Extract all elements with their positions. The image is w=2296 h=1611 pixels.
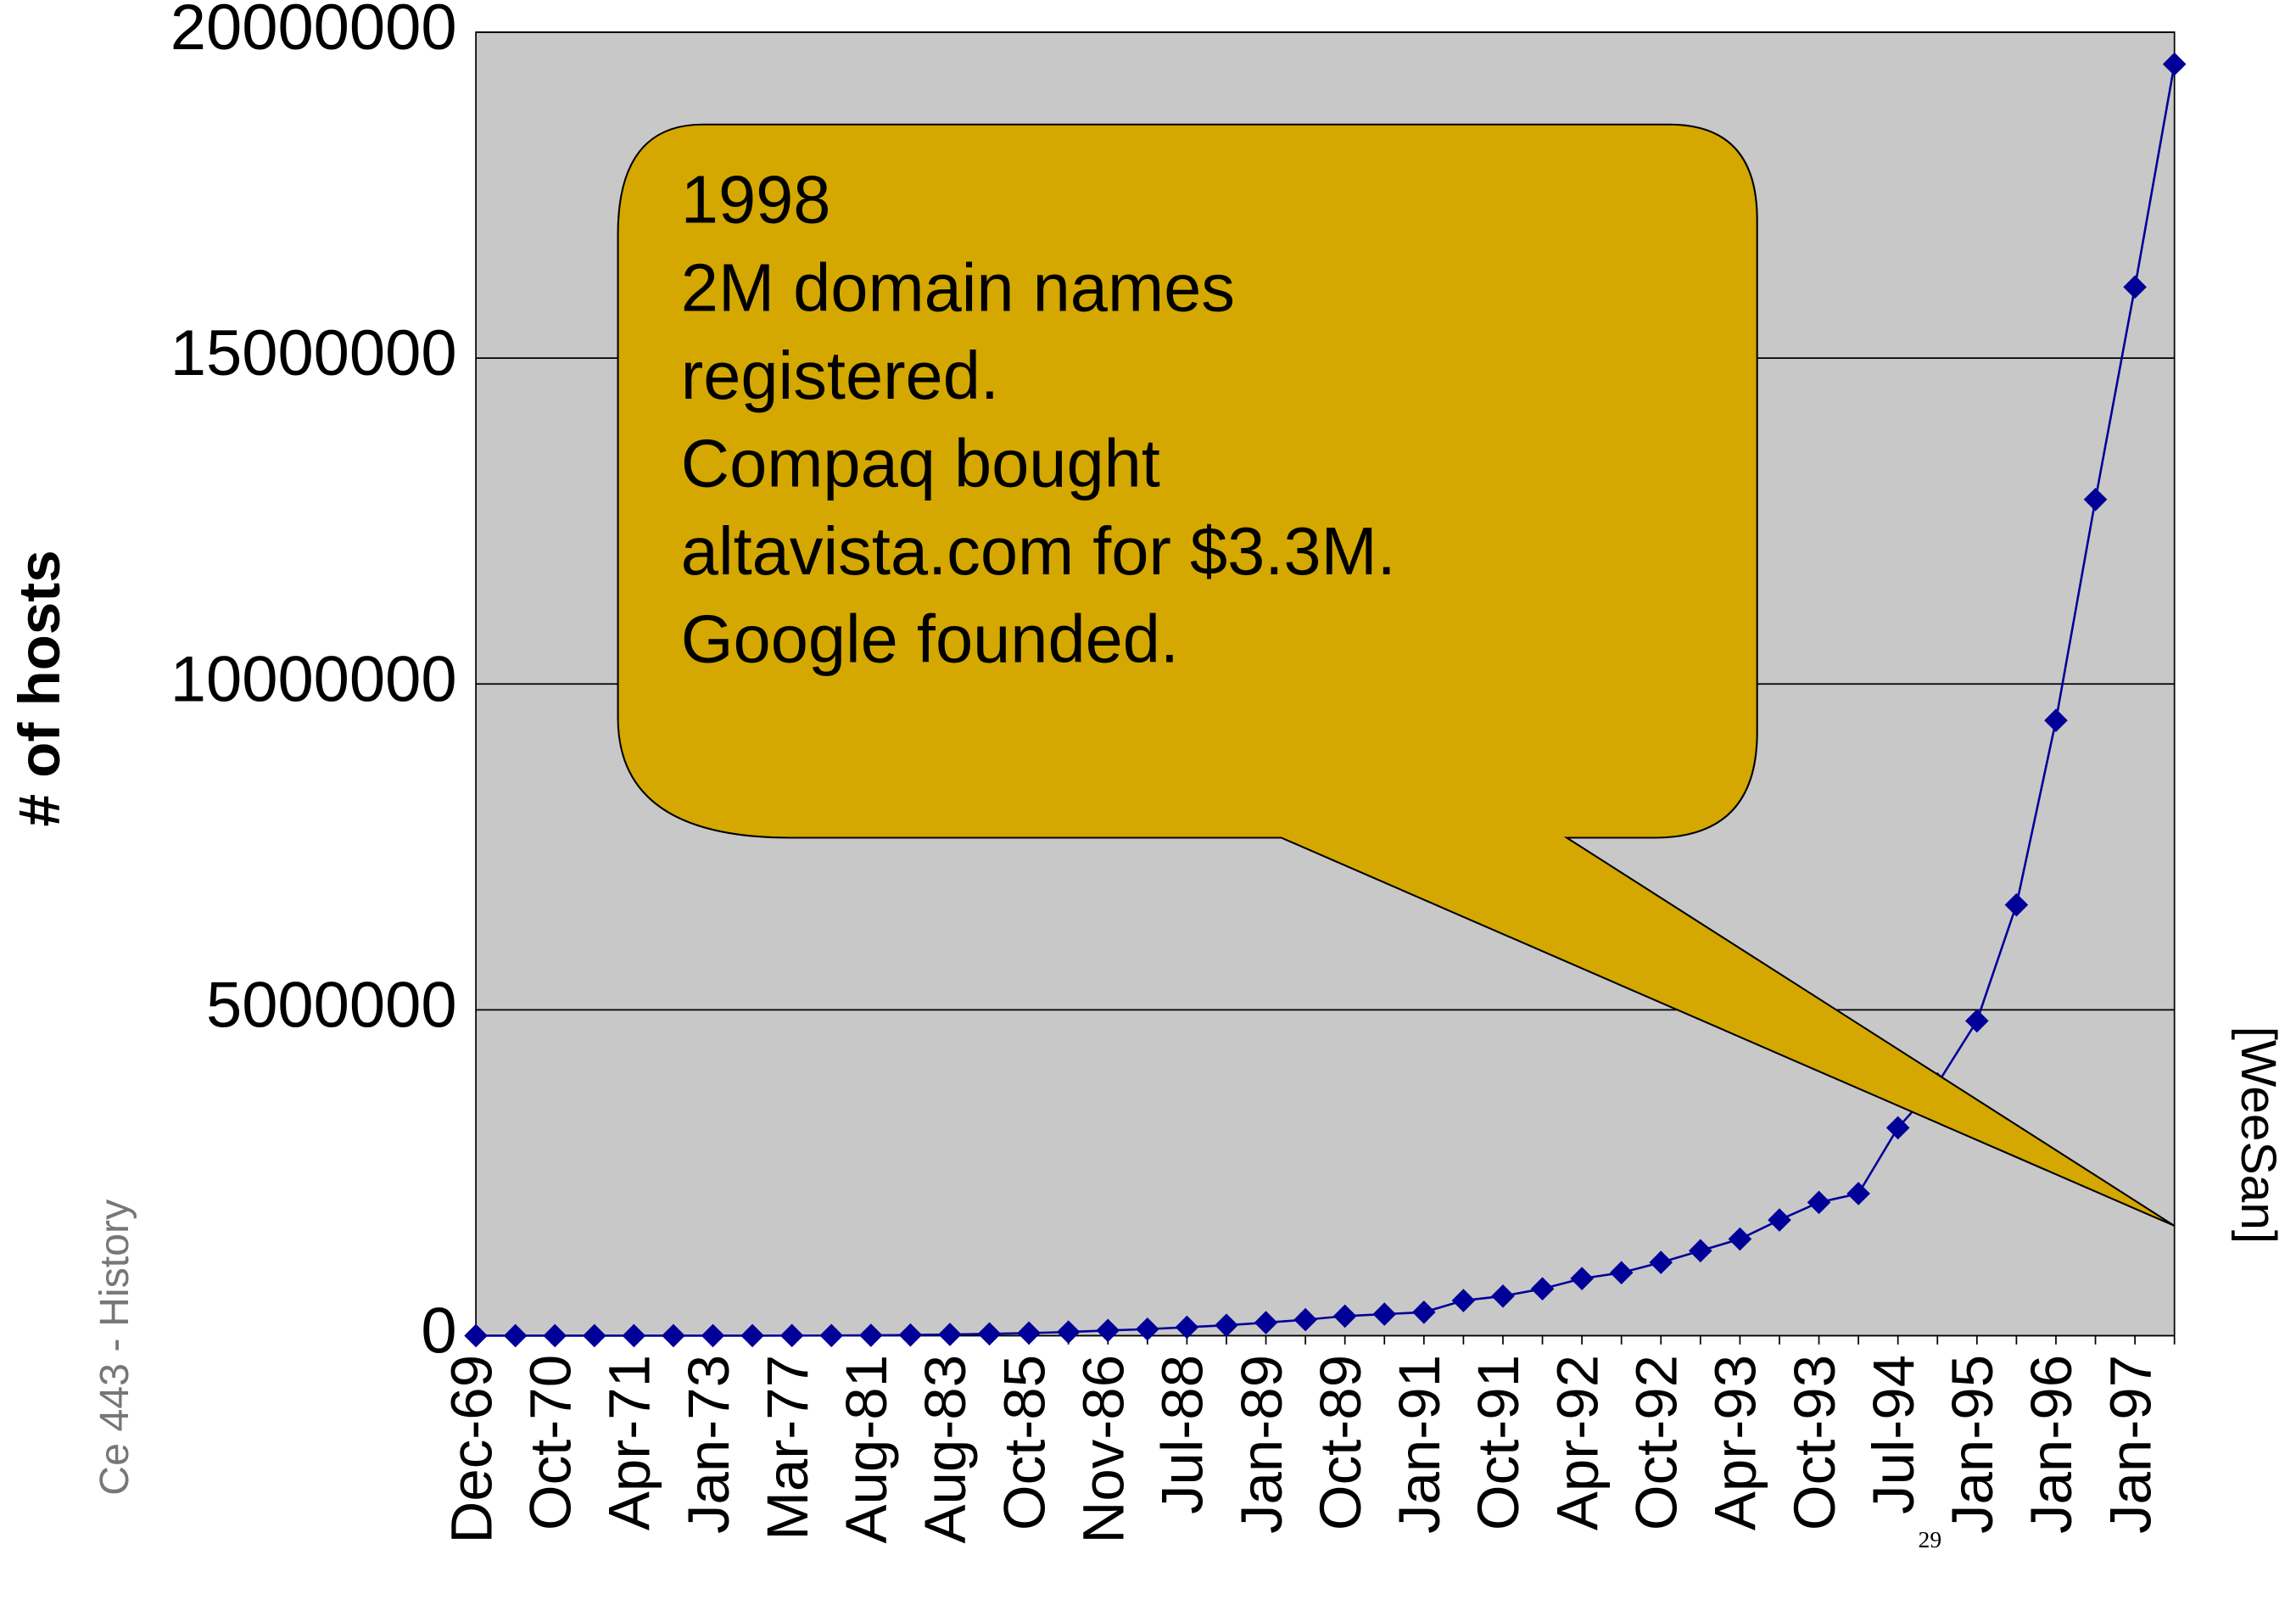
x-tick-label: Jan-91 <box>1386 1355 1452 1534</box>
marks <box>464 52 2187 1348</box>
x-tick-label: Oct-91 <box>1465 1355 1531 1530</box>
marker <box>2044 708 2068 733</box>
footer: Ce 443 - History <box>92 1199 137 1496</box>
marker <box>1728 1227 1752 1251</box>
marker <box>1570 1267 1594 1290</box>
marker <box>2083 487 2108 512</box>
x-tick-label: Oct-92 <box>1623 1355 1689 1530</box>
x-tick-label: Aug-81 <box>833 1355 899 1544</box>
y-tick-label: 5000000 <box>206 969 457 1041</box>
x-tick-label: Mar-77 <box>754 1355 820 1541</box>
marker <box>1215 1313 1238 1337</box>
marker <box>1136 1317 1159 1341</box>
y-tick-label: 15000000 <box>170 317 457 389</box>
source: [WeeSan] <box>2231 1026 2286 1245</box>
x-tick-label: Jan-95 <box>1939 1355 2005 1534</box>
marker <box>701 1323 725 1348</box>
marker <box>622 1323 646 1348</box>
x-tick-label: Apr-93 <box>1702 1355 1768 1530</box>
x-tick-label: Aug-83 <box>912 1355 978 1544</box>
page-number: 29 <box>1919 1526 1942 1552</box>
x-tick-label: Jul-88 <box>1149 1355 1215 1514</box>
marker <box>2123 275 2147 299</box>
marker <box>819 1323 844 1348</box>
x-tick-label: Jan-73 <box>675 1355 741 1534</box>
marker <box>1451 1289 1476 1312</box>
y-tick-label: 10000000 <box>170 643 457 715</box>
marker <box>977 1322 1002 1346</box>
callout-text: 1998 2M domain names registered. Compaq bou… <box>681 162 1396 677</box>
marker <box>1096 1318 1120 1343</box>
x-tick-label: Dec-69 <box>438 1355 504 1544</box>
annotation-line: 1998 <box>681 162 831 238</box>
x-tick-label: Apr-92 <box>1544 1355 1610 1530</box>
marker <box>1254 1311 1278 1334</box>
y-axis-label: # of hosts <box>6 550 72 826</box>
x-tick-label: Oct-70 <box>517 1355 583 1530</box>
x-tick-label: Jan-89 <box>1228 1355 1294 1534</box>
x-tick-label: Oct-85 <box>991 1355 1057 1530</box>
marker <box>1846 1182 1870 1205</box>
x-tick-label: Oct-89 <box>1307 1355 1373 1530</box>
marker <box>1807 1190 1831 1215</box>
marker <box>1491 1284 1515 1308</box>
x-tick-label: Apr-71 <box>596 1355 662 1530</box>
marker <box>779 1323 804 1348</box>
marker <box>1649 1250 1673 1274</box>
x-tick-label: Nov-86 <box>1070 1355 1136 1544</box>
marker <box>1175 1315 1199 1340</box>
marker <box>2162 52 2187 76</box>
x-tick-label: Jan-97 <box>2097 1355 2163 1534</box>
annotation-line: registered. <box>681 338 999 413</box>
y-tick-label: 20000000 <box>170 0 457 64</box>
annotation-line: 2M domain names <box>681 249 1235 325</box>
x-tick-label: Jan-96 <box>2018 1355 2084 1534</box>
x-tick-label: Jul-94 <box>1860 1355 1926 1514</box>
marker <box>543 1323 567 1348</box>
y-tick-label: 0 <box>421 1295 456 1368</box>
marker <box>1056 1320 1081 1344</box>
annotation-line: Compaq bought <box>681 425 1160 501</box>
annotation-line: altavista.com for $3.3M. <box>681 513 1396 589</box>
annotation-line: Google founded. <box>681 601 1179 677</box>
marker <box>938 1323 962 1346</box>
x-tick-label: Oct-93 <box>1781 1355 1847 1530</box>
callout <box>617 123 2176 1227</box>
